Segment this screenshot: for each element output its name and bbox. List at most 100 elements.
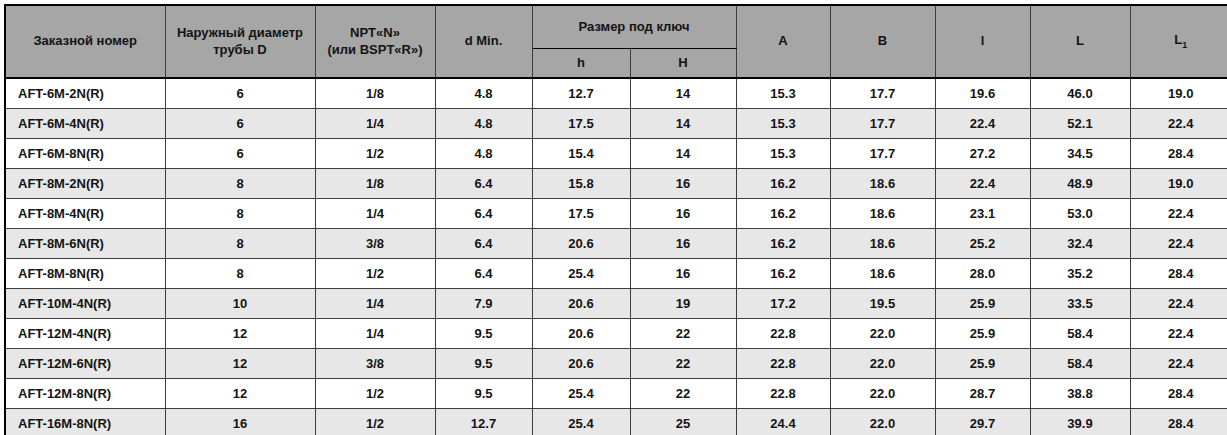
header-d-min: d Min.	[435, 5, 532, 78]
value-cell: 18.6	[830, 169, 935, 199]
header-order-number: Заказной номер	[5, 5, 165, 78]
value-cell: 34.5	[1030, 139, 1130, 169]
value-cell: 6.4	[435, 229, 532, 259]
value-cell: 8	[165, 259, 315, 289]
value-cell: 52.1	[1030, 109, 1130, 139]
value-cell: 16.2	[736, 259, 830, 289]
value-cell: 1/2	[315, 379, 435, 409]
value-cell: 58.4	[1030, 349, 1130, 379]
value-cell: 14	[630, 139, 736, 169]
value-cell: 19	[630, 289, 736, 319]
value-cell: 22.4	[935, 109, 1030, 139]
value-cell: 1/8	[315, 78, 435, 109]
order-number-cell: AFT-8M-2N(R)	[5, 169, 165, 199]
value-cell: 38.8	[1030, 379, 1130, 409]
value-cell: 12.7	[435, 409, 532, 435]
order-number-cell: AFT-12M-6N(R)	[5, 349, 165, 379]
value-cell: 19.6	[935, 78, 1030, 109]
value-cell: 9.5	[435, 319, 532, 349]
value-cell: 1/4	[315, 199, 435, 229]
value-cell: 27.2	[935, 139, 1030, 169]
order-number-cell: AFT-12M-8N(R)	[5, 379, 165, 409]
order-number-cell: AFT-12M-4N(R)	[5, 319, 165, 349]
value-cell: 17.5	[532, 199, 630, 229]
value-cell: 16	[630, 169, 736, 199]
value-cell: 1/2	[315, 259, 435, 289]
value-cell: 1/4	[315, 289, 435, 319]
value-cell: 22	[630, 319, 736, 349]
value-cell: 4.8	[435, 139, 532, 169]
table-row: AFT-6M-2N(R)61/84.812.71415.317.719.646.…	[5, 78, 1227, 109]
table-row: AFT-16M-8N(R)161/212.725.42524.422.029.7…	[5, 409, 1227, 435]
value-cell: 18.6	[830, 259, 935, 289]
value-cell: 35.2	[1030, 259, 1130, 289]
table-body: AFT-6M-2N(R)61/84.812.71415.317.719.646.…	[5, 78, 1227, 435]
table-row: AFT-6M-4N(R)61/44.817.51415.317.722.452.…	[5, 109, 1227, 139]
value-cell: 16.2	[736, 229, 830, 259]
value-cell: 22.8	[736, 349, 830, 379]
order-number-cell: AFT-6M-4N(R)	[5, 109, 165, 139]
value-cell: 1/8	[315, 169, 435, 199]
value-cell: 25.4	[532, 409, 630, 435]
value-cell: 39.9	[1030, 409, 1130, 435]
order-number-cell: AFT-6M-2N(R)	[5, 78, 165, 109]
value-cell: 22.8	[736, 379, 830, 409]
order-number-cell: AFT-8M-6N(R)	[5, 229, 165, 259]
table-row: AFT-8M-6N(R)83/86.420.61616.218.625.232.…	[5, 229, 1227, 259]
l1-subscript: 1	[1182, 40, 1187, 50]
value-cell: 23.1	[935, 199, 1030, 229]
value-cell: 6	[165, 109, 315, 139]
value-cell: 22	[630, 349, 736, 379]
table-row: AFT-10M-4N(R)101/47.920.61917.219.525.93…	[5, 289, 1227, 319]
value-cell: 28.4	[1130, 139, 1227, 169]
value-cell: 9.5	[435, 349, 532, 379]
value-cell: 20.6	[532, 319, 630, 349]
value-cell: 6.4	[435, 259, 532, 289]
table-row: AFT-8M-8N(R)81/26.425.41616.218.628.035.…	[5, 259, 1227, 289]
value-cell: 17.2	[736, 289, 830, 319]
table-header: Заказной номер Наружный диаметр трубы D …	[5, 5, 1227, 78]
value-cell: 15.3	[736, 139, 830, 169]
table-row: AFT-12M-8N(R)121/29.525.42222.822.028.73…	[5, 379, 1227, 409]
order-number-cell: AFT-10M-4N(R)	[5, 289, 165, 319]
value-cell: 7.9	[435, 289, 532, 319]
header-outer-diameter: Наружный диаметр трубы D	[165, 5, 315, 78]
value-cell: 20.6	[532, 229, 630, 259]
value-cell: 6.4	[435, 199, 532, 229]
value-cell: 6.4	[435, 169, 532, 199]
value-cell: 33.5	[1030, 289, 1130, 319]
value-cell: 22.4	[1130, 229, 1227, 259]
value-cell: 14	[630, 109, 736, 139]
value-cell: 1/2	[315, 409, 435, 435]
value-cell: 6	[165, 78, 315, 109]
value-cell: 20.6	[532, 349, 630, 379]
value-cell: 12	[165, 349, 315, 379]
value-cell: 28.4	[1130, 379, 1227, 409]
value-cell: 17.5	[532, 109, 630, 139]
value-cell: 16	[630, 199, 736, 229]
value-cell: 22.0	[830, 349, 935, 379]
header-thread-type: NPT«N» (или BSPT«R»)	[315, 5, 435, 78]
table-row: AFT-8M-2N(R)81/86.415.81616.218.622.448.…	[5, 169, 1227, 199]
value-cell: 25.9	[935, 349, 1030, 379]
value-cell: 12	[165, 379, 315, 409]
value-cell: 24.4	[736, 409, 830, 435]
value-cell: 25.2	[935, 229, 1030, 259]
value-cell: 12	[165, 319, 315, 349]
header-wrench-size-group: Размер под ключ	[532, 5, 736, 49]
value-cell: 15.3	[736, 78, 830, 109]
order-number-cell: AFT-16M-8N(R)	[5, 409, 165, 435]
header-wrench-h-small: h	[532, 49, 630, 79]
value-cell: 16.2	[736, 199, 830, 229]
value-cell: 28.4	[1130, 409, 1227, 435]
order-number-cell: AFT-8M-4N(R)	[5, 199, 165, 229]
value-cell: 22.4	[935, 169, 1030, 199]
header-col-a: A	[736, 5, 830, 78]
value-cell: 4.8	[435, 78, 532, 109]
value-cell: 3/8	[315, 229, 435, 259]
value-cell: 10	[165, 289, 315, 319]
value-cell: 29.7	[935, 409, 1030, 435]
value-cell: 19.0	[1130, 78, 1227, 109]
value-cell: 25.9	[935, 319, 1030, 349]
value-cell: 53.0	[1030, 199, 1130, 229]
